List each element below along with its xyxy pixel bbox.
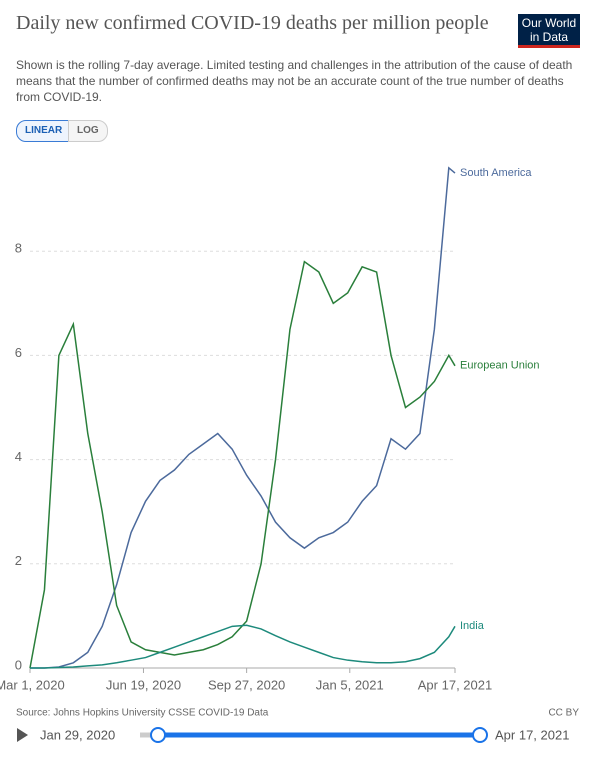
timeline-end: Apr 17, 2021 xyxy=(495,727,569,742)
series-line xyxy=(29,260,456,669)
license[interactable]: CC BY xyxy=(548,708,579,719)
series-label: South America xyxy=(460,167,532,179)
x-tick-label: Apr 17, 2021 xyxy=(418,677,492,692)
source[interactable]: Source: Johns Hopkins University CSSE CO… xyxy=(16,708,269,719)
series-line xyxy=(30,166,456,669)
y-tick-label: 0 xyxy=(15,657,22,672)
x-tick-label: Mar 1, 2020 xyxy=(0,677,65,692)
x-tick-label: Jun 19, 2020 xyxy=(106,677,181,692)
chart-title: Daily new confirmed COVID-19 deaths per … xyxy=(16,12,489,34)
logo-line: Our World xyxy=(521,16,577,30)
y-tick-label: 2 xyxy=(15,553,22,568)
y-tick-label: 6 xyxy=(15,345,22,360)
play-button[interactable] xyxy=(17,728,28,742)
y-tick-label: 8 xyxy=(15,241,22,256)
timeline-handle[interactable] xyxy=(472,727,488,743)
timeline-handle[interactable] xyxy=(150,727,166,743)
x-tick-label: Jan 5, 2021 xyxy=(316,677,384,692)
series-label: India xyxy=(460,620,485,632)
y-tick-label: 4 xyxy=(15,449,22,464)
logo-line: in Data xyxy=(529,30,569,44)
logo[interactable]: Our World in Data xyxy=(518,14,580,48)
chart-subtitle: Shown is the rolling 7-day average. Limi… xyxy=(16,58,573,104)
x-tick-label: Sep 27, 2020 xyxy=(208,677,285,692)
timeline-start: Jan 29, 2020 xyxy=(40,727,115,742)
series-line xyxy=(30,624,456,669)
log-button[interactable]: LOG xyxy=(68,120,108,142)
series-label: European Union xyxy=(460,360,540,372)
